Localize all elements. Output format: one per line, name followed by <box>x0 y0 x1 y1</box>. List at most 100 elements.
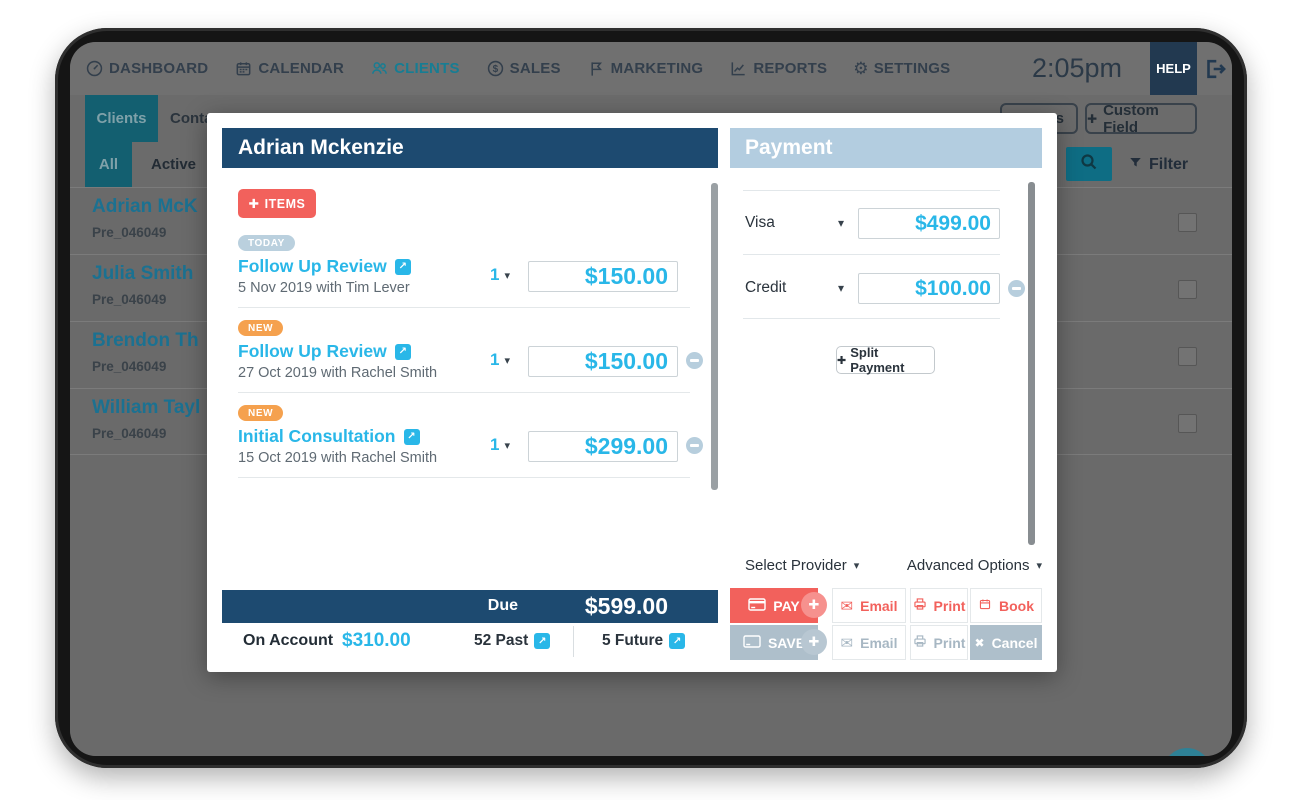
client-name[interactable]: Adrian McK <box>92 196 198 217</box>
chevron-down-icon: ▾ <box>853 560 860 572</box>
gear-icon: ⚙ <box>853 58 869 78</box>
save-button[interactable]: SAVE <box>730 625 818 660</box>
client-name[interactable]: Brendon Th <box>92 330 199 351</box>
payment-scrollbar[interactable] <box>1028 182 1035 545</box>
add-payment-icon[interactable]: ✚ <box>801 592 827 618</box>
chevron-down-icon: ▾ <box>504 439 510 452</box>
due-label: Due <box>487 597 518 614</box>
add-items-label: ITEMS <box>264 196 306 211</box>
tab-contacts[interactable]: Conta <box>170 110 213 127</box>
nav-sales[interactable]: $ SALES <box>486 59 561 78</box>
item-title[interactable]: Follow Up Review ↗ <box>238 256 411 277</box>
item-title-text: Initial Consultation <box>238 426 396 446</box>
email-icon: ✉ <box>840 634 854 652</box>
item-title-text: Follow Up Review <box>238 256 387 276</box>
nav-dashboard-label: DASHBOARD <box>109 60 209 77</box>
client-name[interactable]: Julia Smith <box>92 263 194 284</box>
clients-icon <box>370 59 389 78</box>
client-code: Pre_046049 <box>92 225 167 240</box>
dashboard-icon <box>85 59 104 78</box>
remove-item-icon[interactable] <box>686 352 703 369</box>
book-button[interactable]: Book <box>970 588 1042 623</box>
quantity-dropdown[interactable]: 1 ▾ <box>490 350 510 370</box>
nav-reports[interactable]: REPORTS <box>729 59 827 78</box>
price-input[interactable]: $150.00 <box>528 261 678 292</box>
logout-icon[interactable] <box>1202 56 1228 82</box>
search-icon <box>1079 152 1099 177</box>
invoice-modal: Adrian Mckenzie Payment ✚ ITEMS TODAY Fo… <box>207 113 1057 672</box>
remove-item-icon[interactable] <box>686 437 703 454</box>
client-code: Pre_046049 <box>92 426 167 441</box>
client-checkbox[interactable] <box>1178 347 1197 366</box>
calendar-icon <box>234 59 253 78</box>
search-button[interactable] <box>1066 147 1112 181</box>
nav-dashboard[interactable]: DASHBOARD <box>85 59 208 78</box>
open-link-icon[interactable]: ↗ <box>403 428 420 445</box>
floating-action-button[interactable] <box>1163 748 1211 756</box>
price-input[interactable]: $150.00 <box>528 346 678 377</box>
client-checkbox[interactable] <box>1178 414 1197 433</box>
due-amount: $599.00 <box>584 593 668 619</box>
book-label: Book <box>999 597 1034 614</box>
print-label: Print <box>933 634 966 651</box>
save-action-row: SAVE ✚ ✉ Email Print ✖ Cancel <box>730 625 1042 660</box>
payment-divider <box>743 318 1000 319</box>
split-payment-button[interactable]: ✚ Split Payment <box>836 345 935 375</box>
add-save-icon[interactable]: ✚ <box>801 629 827 655</box>
nav-marketing[interactable]: MARKETING <box>587 59 704 78</box>
future-invoices-link[interactable]: 5 Future ↗ <box>602 632 686 650</box>
quantity-dropdown[interactable]: 1 ▾ <box>490 265 510 285</box>
payment-method-select[interactable]: Visa <box>745 214 775 231</box>
email-label: Email <box>860 597 898 614</box>
quantity-dropdown[interactable]: 1 ▾ <box>490 435 510 455</box>
tab-active[interactable]: Active <box>150 156 197 173</box>
open-link-icon[interactable]: ↗ <box>394 343 411 360</box>
price-input[interactable]: $299.00 <box>528 431 678 462</box>
advanced-options-dropdown[interactable]: Advanced Options ▾ <box>907 557 1042 574</box>
nav-settings[interactable]: ⚙ SETTINGS <box>853 59 950 79</box>
future-label: 5 Future <box>602 632 664 649</box>
chevron-down-icon: ▾ <box>1036 560 1042 572</box>
client-checkbox[interactable] <box>1178 213 1197 232</box>
client-name[interactable]: William Tayl <box>92 397 201 418</box>
item-title[interactable]: Follow Up Review ↗ <box>238 341 411 362</box>
filter-label: Filter <box>1149 155 1189 173</box>
email-label: Email <box>860 634 898 651</box>
help-button[interactable]: HELP <box>1150 42 1197 95</box>
on-account-amount: $310.00 <box>342 630 411 651</box>
custom-field-button[interactable]: ✚ Custom Field <box>1085 102 1197 136</box>
add-items-button[interactable]: ✚ ITEMS <box>238 189 316 218</box>
filter-control[interactable]: Filter <box>1128 142 1188 187</box>
chart-icon <box>729 59 748 78</box>
tablet-screen: DASHBOARD CALENDAR CLIENTS $ SALES MARKE… <box>70 42 1232 756</box>
tab-clients[interactable]: Clients <box>85 95 158 142</box>
item-title[interactable]: Initial Consultation ↗ <box>238 426 420 447</box>
remove-payment-icon[interactable] <box>1008 280 1025 297</box>
client-code: Pre_046049 <box>92 292 167 307</box>
chevron-down-icon[interactable]: ▾ <box>838 216 845 230</box>
card-icon <box>748 597 766 614</box>
open-link-icon[interactable]: ↗ <box>394 258 411 275</box>
past-invoices-link[interactable]: 52 Past ↗ <box>474 632 551 650</box>
row-divider <box>238 392 690 393</box>
item-detail: 5 Nov 2019 with Tim Lever <box>238 280 410 296</box>
cancel-button[interactable]: ✖ Cancel <box>970 625 1042 660</box>
print-button[interactable]: Print <box>910 588 968 623</box>
tab-all[interactable]: All <box>85 142 132 187</box>
payment-amount-input[interactable]: $100.00 <box>858 273 1000 304</box>
chevron-down-icon[interactable]: ▾ <box>838 281 845 295</box>
filter-icon <box>1128 155 1143 175</box>
items-scrollbar[interactable] <box>711 183 718 490</box>
print-button-save[interactable]: Print <box>910 625 968 660</box>
nav-calendar-label: CALENDAR <box>258 60 345 77</box>
email-button[interactable]: ✉ Email <box>832 588 906 623</box>
select-provider-dropdown[interactable]: Select Provider ▾ <box>745 557 859 574</box>
nav-clients[interactable]: CLIENTS <box>370 59 460 78</box>
payment-amount-input[interactable]: $499.00 <box>858 208 1000 239</box>
payment-method-select[interactable]: Credit <box>745 279 787 296</box>
nav-calendar[interactable]: CALENDAR <box>234 59 344 78</box>
client-checkbox[interactable] <box>1178 280 1197 299</box>
email-button-save[interactable]: ✉ Email <box>832 625 906 660</box>
quantity-value: 1 <box>490 435 500 454</box>
